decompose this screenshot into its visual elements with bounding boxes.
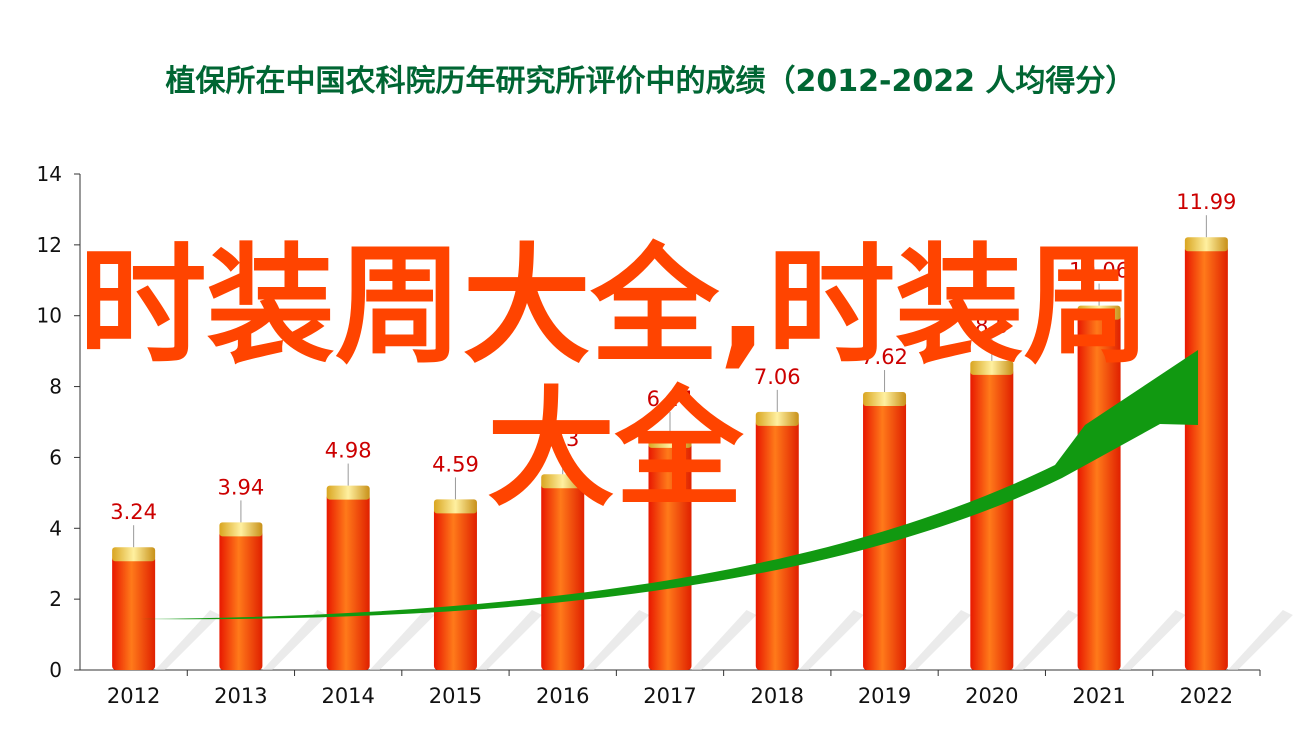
data-label: 5.3 [546,427,579,451]
bar-shadow [476,610,542,670]
bar [1077,313,1121,670]
bar-shadow [584,610,650,670]
bar-cap [863,392,907,407]
data-label: 8.5 [975,314,1008,338]
bar-cap [1184,237,1228,252]
bar-shadow [1120,610,1186,670]
bar [755,419,799,670]
y-tick-label: 0 [49,658,62,682]
data-label: 3.24 [110,500,157,524]
bar-cap [648,433,692,448]
bar-cap [970,360,1014,375]
x-tick-label: 2016 [536,684,589,708]
x-tick-label: 2022 [1180,684,1233,708]
bar-shadow [691,610,757,670]
bar-shadow [262,610,328,670]
data-label: 3.94 [218,475,265,499]
bar [541,482,585,670]
x-tick-label: 2020 [965,684,1018,708]
y-tick-label: 10 [37,304,62,328]
x-tick-label: 2012 [107,684,160,708]
bar-cap [112,547,156,562]
y-tick-label: 4 [49,516,62,540]
data-labels: 3.24 3.94 4.98 4.59 5.3 6.44 7.06 7.62 8.5 10.06 1… [110,190,1236,548]
data-label: 7.62 [861,345,908,369]
y-tick-label: 2 [49,587,62,611]
bars [112,237,1293,670]
bar-cap [326,485,370,500]
bar [112,555,156,670]
x-tick-label: 2014 [321,684,374,708]
y-tick-label: 12 [37,233,62,257]
y-tick-label: 8 [49,375,62,399]
bar-shadow [369,610,435,670]
y-tick-label: 6 [49,445,62,469]
bar [433,507,477,670]
bar-shadow [906,610,972,670]
bar [219,530,263,670]
bar-cap [219,522,263,537]
bar [1184,245,1228,670]
data-label: 10.06 [1069,259,1129,283]
bar-shadow [155,610,221,670]
bar-cap [1077,305,1121,320]
x-tick-label: 2018 [751,684,804,708]
y-tick-label: 14 [37,162,62,186]
bar-cap [433,499,477,514]
bar-shadow [798,610,864,670]
x-tick-label: 2021 [1072,684,1125,708]
bar [970,368,1014,670]
data-label: 4.98 [325,439,372,463]
x-tick-label: 2013 [214,684,267,708]
bar [648,441,692,670]
x-tick-label: 2015 [429,684,482,708]
data-label: 11.99 [1176,190,1236,214]
chart-title: 植保所在中国农科院历年研究所评价中的成绩（2012-2022 人均得分） [165,64,1136,99]
bar-shadow [1013,610,1079,670]
bar-shadow [1227,610,1293,670]
x-tick-label: 2019 [858,684,911,708]
bar [326,493,370,670]
x-tick-label: 2017 [643,684,696,708]
data-label: 7.06 [754,365,801,389]
bar-cap [755,411,799,426]
data-label: 6.44 [647,387,694,411]
bar-cap [541,474,585,489]
data-label: 4.59 [432,452,479,476]
